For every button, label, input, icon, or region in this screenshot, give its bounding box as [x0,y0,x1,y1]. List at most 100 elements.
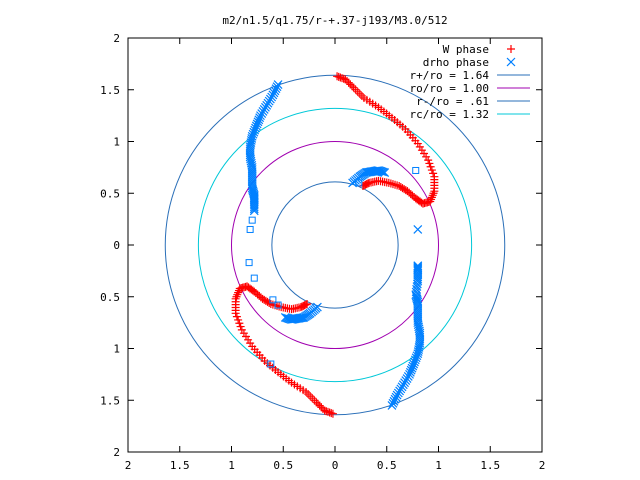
circle-rc-ro [197,107,473,383]
data-point [388,398,398,408]
data-point [245,144,255,154]
data-point [237,325,246,334]
axis-ticks: 2 1.5 1 0.5 0 0.5 1 1.5 221.510.500.511.52 [100,32,545,472]
data-point [426,162,435,171]
data-point [424,156,433,165]
data-point [320,406,329,415]
y-tick-label: 1 [113,136,120,149]
legend-label: rc/ro = 1.32 [410,108,489,121]
x-tick-label: 1.5 [480,459,500,472]
data-point [391,392,401,402]
data-point [317,403,326,412]
legend-label: r-/ro = .61 [416,95,489,108]
data-point [250,274,258,282]
data-point [355,179,363,187]
data-point [249,194,259,204]
data-point [386,179,395,188]
x-tick-label: 1 [435,459,442,472]
data-point [273,80,283,89]
data-point [387,401,397,410]
data-point [245,146,255,156]
data-point [415,338,425,348]
data-point [413,225,423,234]
data-point [328,409,337,418]
y-tick-label: 1.5 [100,394,120,407]
data-point [249,202,259,212]
data-point [236,322,245,331]
x-tick-label: 2 [539,459,546,472]
data-point [334,72,343,81]
legend-marker-cross [506,57,516,67]
legend-label: W phase [443,43,489,56]
y-tick-label: 0.5 [100,291,120,304]
data-point [270,86,280,96]
data-point [249,206,259,216]
data-point [303,299,312,308]
data-point [318,404,327,413]
data-point [310,396,319,405]
circle-ro-ro [231,141,439,349]
data-point [247,169,257,179]
y-tick-label: 2 [113,446,120,459]
data-point [388,180,397,189]
data-point [415,334,425,344]
data-point [413,261,423,271]
data-point [280,313,290,322]
series-2 [245,166,420,368]
data-point [247,162,257,172]
data-point [271,84,281,94]
x-tick-label: 0 [332,459,339,472]
data-point [235,319,244,328]
data-point [413,305,423,315]
circle-r-ro [271,181,399,309]
data-point [415,336,425,346]
data-point [249,204,259,214]
y-tick-label: 0.5 [100,187,120,200]
data-point [413,264,423,274]
data-point [274,301,282,309]
data-point [306,392,315,401]
data-point [315,401,324,410]
x-tick-label: 0.5 [377,459,397,472]
data-point [413,316,423,325]
legend-marker-plus [507,45,515,53]
data-point [308,394,317,403]
data-point [325,408,334,417]
data-point [353,87,362,96]
data-point [247,177,257,187]
data-point [269,88,279,98]
data-point [413,265,423,275]
data-point [301,300,310,309]
data-point [413,314,423,323]
chart-title: m2/n1.5/q1.75/r-+.37-j193/M3.0/512 [222,14,447,27]
data-point [413,274,423,284]
data-point [245,259,253,267]
data-point [269,296,277,304]
data-point [429,169,438,178]
data-point [427,166,436,175]
y-tick-label: 1 [113,343,120,356]
data-point [327,409,336,418]
data-point [390,394,400,404]
data-series [231,72,439,418]
data-point [323,407,332,416]
x-tick-label: 0.5 [273,459,293,472]
data-point [248,216,256,224]
x-tick-label: 1.5 [170,459,190,472]
x-tick-label: 2 [125,459,132,472]
data-point [413,303,423,313]
data-point [347,82,356,91]
data-point [338,74,347,83]
data-point [413,276,423,286]
legend-label: r+/ro = 1.64 [410,69,490,82]
legend-label: drho phase [423,56,489,69]
data-point [247,167,257,176]
data-point [304,390,313,399]
data-point [343,77,352,86]
data-point [275,302,284,311]
data-point [344,78,353,87]
data-point [245,142,255,152]
data-point [355,89,364,98]
